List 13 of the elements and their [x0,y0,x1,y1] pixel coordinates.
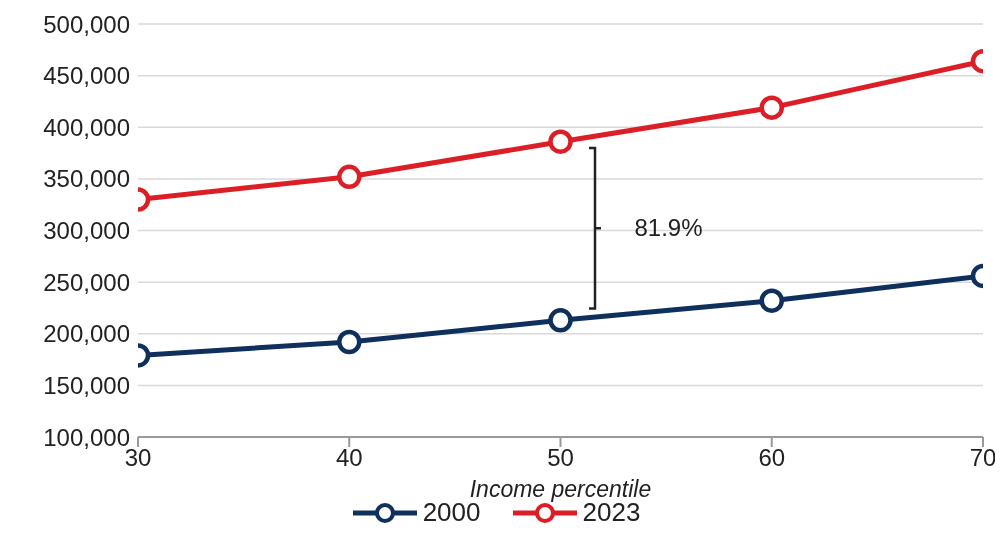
annotation: 81.9% [634,214,703,243]
x-tick-label: 60 [758,444,786,472]
y-tick-label: 500,000 [43,10,130,38]
y-tick-label: 200,000 [43,320,130,348]
x-tick-label: 70 [969,444,997,472]
x-tick-label: 50 [547,444,574,472]
x-tick-label: 40 [335,444,363,472]
y-tick-label: 250,000 [43,268,130,296]
y-tick-label: 350,000 [43,165,130,193]
y-tick-label: 300,000 [43,217,130,245]
y-tick-label: 150,000 [43,371,130,399]
y-tick-label: 450,000 [43,62,130,90]
y-tick-label: 400,000 [43,113,130,141]
